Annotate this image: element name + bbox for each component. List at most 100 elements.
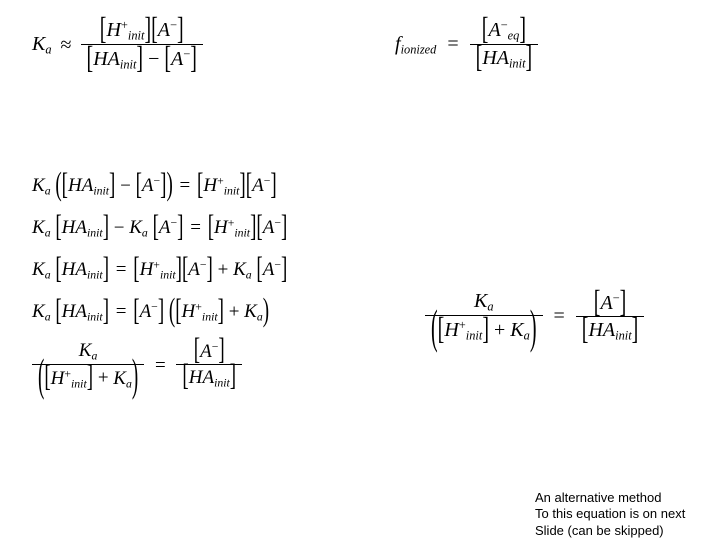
footnote-line-1: An alternative method bbox=[535, 490, 685, 506]
t: A bbox=[263, 259, 275, 280]
t: K bbox=[79, 340, 92, 361]
t: = bbox=[188, 217, 203, 238]
t: HA bbox=[93, 48, 120, 70]
t: init bbox=[71, 377, 87, 390]
t: H bbox=[203, 175, 217, 196]
t: − bbox=[613, 291, 620, 305]
t: K bbox=[32, 301, 45, 322]
t: = bbox=[114, 301, 129, 322]
t: − bbox=[120, 175, 131, 196]
t: K bbox=[244, 301, 257, 322]
t: K bbox=[32, 259, 45, 280]
t: A bbox=[263, 217, 275, 238]
t: init bbox=[87, 227, 103, 240]
t: a bbox=[45, 185, 51, 198]
t: − bbox=[501, 18, 508, 32]
t: HA bbox=[482, 47, 509, 69]
t: − bbox=[200, 259, 207, 272]
t: − bbox=[114, 217, 125, 238]
sym-ionized: ionized bbox=[401, 42, 437, 56]
t: H bbox=[444, 319, 458, 341]
t: − bbox=[151, 301, 158, 314]
t: − bbox=[274, 259, 281, 272]
t: H bbox=[214, 217, 228, 238]
t: A bbox=[159, 217, 171, 238]
eq-f-ionized: fionized = [A−eq] [HAinit] bbox=[395, 18, 538, 72]
t: H bbox=[140, 259, 154, 280]
t: K bbox=[113, 368, 126, 389]
t: K bbox=[32, 175, 45, 196]
t: init bbox=[160, 269, 176, 282]
t: K bbox=[233, 259, 246, 280]
t: init bbox=[120, 58, 137, 72]
t: init bbox=[224, 185, 240, 198]
t: − bbox=[170, 18, 177, 32]
frac-right-big-r: [A−] [HAinit] bbox=[576, 291, 645, 343]
den-rbl: ([H+init] + Ka) bbox=[425, 315, 543, 343]
t: K bbox=[474, 290, 487, 312]
t: − bbox=[183, 47, 190, 61]
eq-ka-approx: Ka ≈ [H+init][A−] [HAinit] − [A−] bbox=[32, 18, 203, 73]
footnote-line-3: Slide (can be skipped) bbox=[535, 523, 685, 539]
t: a bbox=[45, 311, 51, 324]
t: A bbox=[140, 301, 152, 322]
t: a bbox=[142, 227, 148, 240]
t: K bbox=[32, 217, 45, 238]
footnote-line-2: To this equation is on next bbox=[535, 506, 685, 522]
t: a bbox=[246, 269, 252, 282]
footnote: An alternative method To this equation i… bbox=[535, 490, 685, 539]
den-ka-top: [HAinit] − [A−] bbox=[81, 44, 203, 72]
t: A bbox=[158, 19, 170, 41]
frac-right5: [A−] [HAinit] bbox=[176, 341, 242, 391]
t: init bbox=[214, 376, 230, 389]
eq-deriv-1: Ka ([HAinit] − [A−]) = [H+init][A−] bbox=[32, 175, 277, 199]
t: HA bbox=[62, 217, 87, 238]
eq-deriv-5: Ka ([H+init] + Ka) = [A−] [HAinit] bbox=[32, 340, 242, 391]
sym-eq: = bbox=[441, 33, 464, 55]
den-fion: [HAinit] bbox=[470, 44, 539, 71]
frac-ka-top: [H+init][A−] [HAinit] − [A−] bbox=[81, 18, 203, 73]
t: − bbox=[171, 217, 178, 230]
t: = bbox=[149, 355, 172, 376]
t: + bbox=[195, 301, 202, 314]
t: HA bbox=[62, 301, 87, 322]
t: − bbox=[264, 175, 271, 188]
t: − bbox=[212, 341, 219, 354]
t: + bbox=[98, 368, 109, 389]
t: = bbox=[178, 175, 193, 196]
t: + bbox=[229, 301, 240, 322]
t: = bbox=[548, 305, 571, 327]
t: A bbox=[142, 175, 154, 196]
t: init bbox=[466, 329, 483, 343]
t: init bbox=[87, 311, 103, 324]
t: + bbox=[217, 175, 224, 188]
t: H bbox=[51, 368, 65, 389]
frac-right-big-l: Ka ([H+init] + Ka) bbox=[425, 290, 543, 344]
t: + bbox=[153, 259, 160, 272]
t: HA bbox=[189, 367, 214, 388]
t: A bbox=[252, 175, 264, 196]
t: init bbox=[615, 328, 632, 342]
t: A bbox=[171, 48, 183, 70]
den-rbr: [HAinit] bbox=[576, 316, 645, 343]
eq-right-frac: Ka ([H+init] + Ka) = [A−] [HAinit] bbox=[425, 290, 644, 344]
t: A bbox=[488, 19, 500, 41]
eq-deriv-3: Ka [HAinit] = [H+init][A−] + Ka [A−] bbox=[32, 259, 287, 283]
t: H bbox=[182, 301, 196, 322]
eq-deriv-4: Ka [HAinit] = [A−] ([H+init] + Ka) bbox=[32, 301, 269, 325]
t: + bbox=[459, 318, 466, 332]
frac-fion: [A−eq] [HAinit] bbox=[470, 18, 539, 72]
t: − bbox=[148, 48, 159, 70]
den-left5: ([H+init] + Ka) bbox=[32, 364, 144, 391]
t: + bbox=[494, 319, 505, 341]
t: K bbox=[129, 217, 142, 238]
t: K bbox=[510, 319, 523, 341]
t: = bbox=[114, 259, 129, 280]
t: init bbox=[93, 185, 109, 198]
t: + bbox=[218, 259, 229, 280]
frac-left5: Ka ([H+init] + Ka) bbox=[32, 340, 144, 391]
t: + bbox=[121, 18, 128, 32]
sym-approx: ≈ bbox=[57, 34, 76, 56]
t: init bbox=[509, 57, 526, 71]
t: a bbox=[45, 269, 51, 282]
